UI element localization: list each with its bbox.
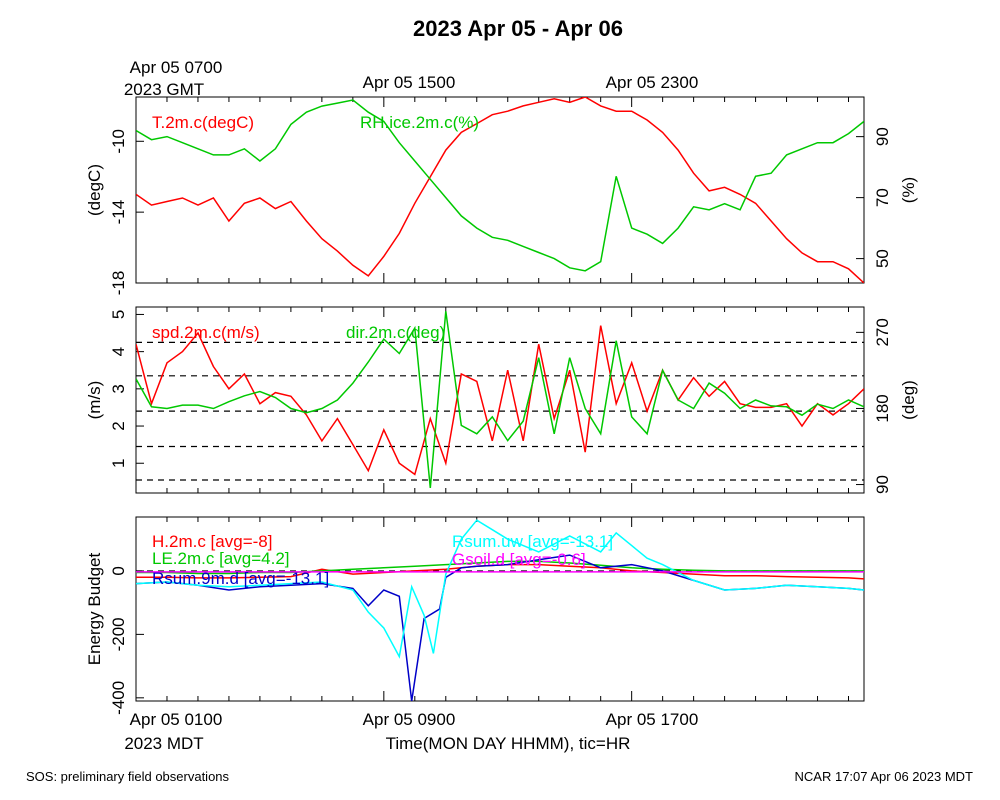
footer-right: NCAR 17:07 Apr 06 2023 MDT	[795, 769, 974, 784]
panel-3-legend-2: LE.2m.c [avg=4.2]	[152, 549, 290, 568]
panel-1-left-tick-label: -14	[109, 200, 128, 225]
panel-1: -18 -14 -10 (degC) 50 70 90 (%) T.2m.c(degC) RH.i…	[85, 96, 918, 296]
panel-2-left-tick-label: 2	[109, 421, 128, 430]
panel-1-series-1-line	[136, 97, 864, 283]
panel-2-right-tick-label: 90	[873, 475, 892, 494]
panel-1-right-axis-label: (%)	[899, 177, 918, 203]
panel-1-series-2-line	[136, 99, 864, 272]
panel-1-right-tick-label: 70	[873, 188, 892, 207]
panel-1-legend-1: T.2m.c(degC)	[152, 113, 254, 132]
panel-1-left-axis-label: (degC)	[85, 164, 104, 216]
panel-2-left-axis-label: (m/s)	[85, 381, 104, 420]
panel-2-left-tick-label: 5	[109, 310, 128, 319]
panel-2-right-tick-label: 180	[873, 394, 892, 422]
panel-3-frame	[135, 516, 865, 702]
panel-3-legend-5: Gsoil.d [avg=-0.6]	[452, 550, 586, 569]
panel-2-left-tick-label: 4	[109, 347, 128, 356]
bottom-time-label-1-line2: 2023 MDT	[124, 734, 203, 753]
panel-3-legend-3: Rsum.9m.d [avg=-13.1]	[152, 569, 329, 588]
panel-2-frame	[135, 306, 865, 494]
top-time-label-2: Apr 05 1500	[363, 73, 456, 92]
panel-2: 1 2 3 4 5 (m/s) 90 180 270 (deg) spd.2m.c(m/s) dir.…	[85, 306, 918, 494]
panel-3-legend-1: H.2m.c [avg=-8]	[152, 532, 272, 551]
bottom-time-label-1-line1: Apr 05 0100	[130, 710, 223, 729]
panel-2-left-tick-label: 3	[109, 384, 128, 393]
panel-2-series-2-line	[136, 311, 864, 488]
top-time-label-1-line2: 2023 GMT	[124, 80, 204, 99]
chart-title: 2023 Apr 05 - Apr 06	[413, 16, 623, 41]
panel-3-left-tick-label: 0	[109, 566, 128, 575]
panel-1-right-tick-label: 90	[873, 127, 892, 146]
panel-2-left-tick-label: 1	[109, 459, 128, 468]
footer-left: SOS: preliminary field observations	[26, 769, 230, 784]
panel-1-left-tick-label: -18	[109, 271, 128, 296]
panel-2-series-1-line	[136, 325, 864, 476]
bottom-time-label-3: Apr 05 1700	[606, 710, 699, 729]
panel-3-left-axis-label: Energy Budget	[85, 552, 104, 665]
x-axis-title: Time(MON DAY HHMM), tic=HR	[386, 734, 631, 753]
panel-2-legend-2: dir.2m.c(deg)	[346, 323, 445, 342]
top-time-label-1-line1: Apr 05 0700	[130, 58, 223, 77]
panel-1-frame	[135, 96, 865, 284]
panel-3-left-tick-label: -400	[109, 681, 128, 715]
panel-2-legend-1: spd.2m.c(m/s)	[152, 323, 260, 342]
panel-2-right-axis-label: (deg)	[899, 380, 918, 420]
panel-1-left-tick-label: -10	[109, 129, 128, 154]
panel-3-left-tick-label: -200	[109, 617, 128, 651]
panel-3-series-4-line	[136, 519, 864, 659]
panel-1-legend-2: RH.ice.2m.c(%)	[360, 113, 479, 132]
panel-3: -400 -200 0 Energy Budget H.2m.c [avg=-8]LE.…	[85, 516, 865, 715]
bottom-time-label-2: Apr 05 0900	[363, 710, 456, 729]
panel-3-legend-4: Rsum.uw [avg=-13.1]	[452, 532, 613, 551]
panel-2-right-tick-label: 270	[873, 318, 892, 346]
top-time-label-3: Apr 05 2300	[606, 73, 699, 92]
panel-1-right-tick-label: 50	[873, 249, 892, 268]
